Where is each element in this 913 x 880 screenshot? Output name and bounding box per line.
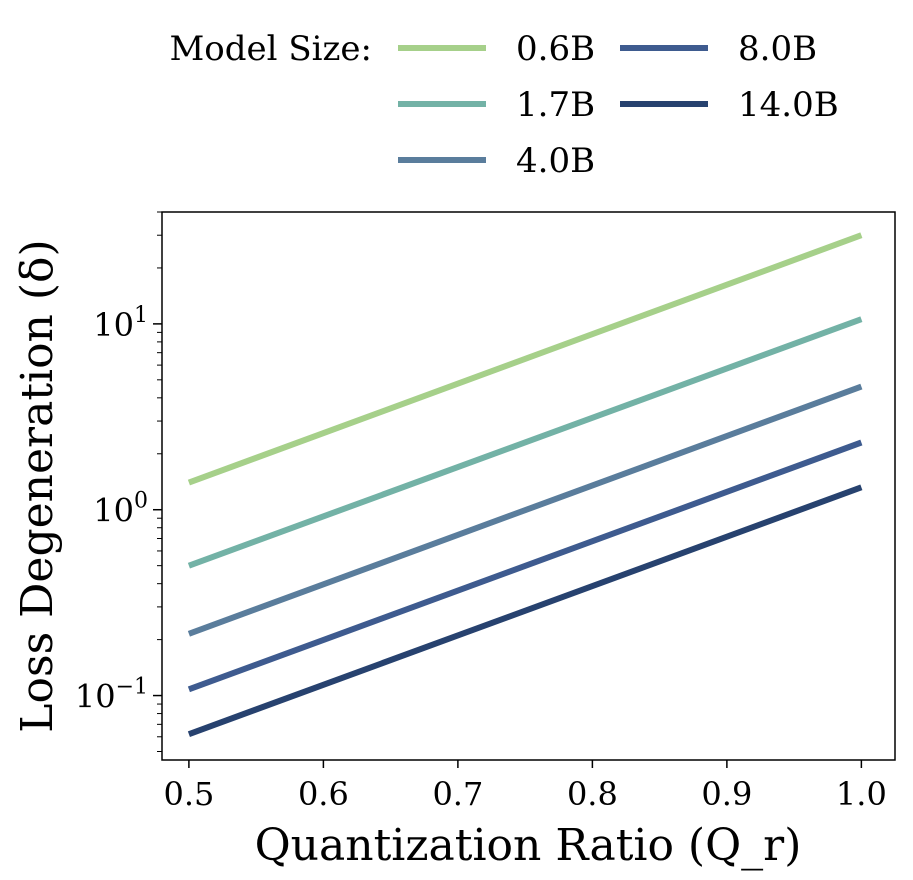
x-axis: 0.5 0.6 0.7 0.8 0.9 1.0 <box>163 760 887 813</box>
series-line-4.0B <box>187 383 863 637</box>
series-line-0.6B <box>187 232 863 486</box>
x-axis-label: Quantization Ratio (Q_r) <box>255 820 802 871</box>
x-tick-label: 0.9 <box>701 775 752 813</box>
series-line-8.0B <box>187 439 863 693</box>
plot-area: 0.5 0.6 0.7 0.8 0.9 1.0 10−1 100 101 <box>75 211 896 813</box>
legend-label-4.0B: 4.0B <box>516 141 595 181</box>
x-tick-label: 0.5 <box>163 775 214 813</box>
x-tick-label: 1.0 <box>836 775 887 813</box>
legend-title: Model Size: <box>169 29 372 69</box>
series-line-1.7B <box>187 316 863 569</box>
y-tick-label: 101 <box>93 303 148 344</box>
legend-label-0.6B: 0.6B <box>516 29 595 69</box>
legend-label-1.7B: 1.7B <box>516 85 595 125</box>
legend: Model Size: 0.6B 1.7B 4.0B 8.0B 14.0B <box>169 29 838 181</box>
x-tick-label: 0.7 <box>432 775 483 813</box>
y-tick-label: 100 <box>93 489 148 530</box>
legend-label-8.0B: 8.0B <box>738 29 817 69</box>
plot-frame <box>161 211 896 761</box>
y-tick-label: 10−1 <box>75 675 148 716</box>
x-tick-label: 0.6 <box>298 775 349 813</box>
x-tick-label: 0.8 <box>567 775 618 813</box>
y-axis-label: Loss Degeneration (δ) <box>12 239 63 732</box>
y-axis: 10−1 100 101 <box>75 211 162 752</box>
series-line-14.0B <box>187 484 863 737</box>
legend-label-14.0B: 14.0B <box>738 85 839 125</box>
